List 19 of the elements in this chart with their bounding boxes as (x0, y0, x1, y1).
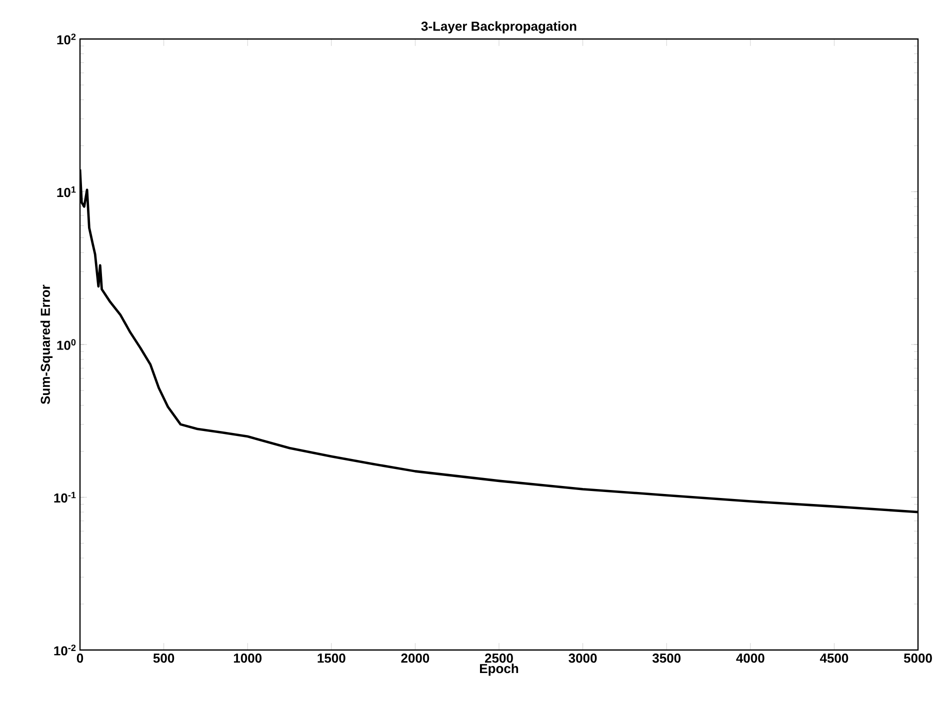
y-tick-label: 10$^{-2}$ (54, 644, 76, 656)
x-tick-label: 4500 (820, 654, 848, 663)
x-tick-label: 4000 (736, 654, 764, 663)
y-axis-title: Sum-Squared Error (40, 284, 53, 404)
chart-title: 3-Layer Backpropagation (421, 21, 576, 34)
y-tick-label: 10$^{1}$ (57, 186, 76, 198)
x-tick-label: 1000 (234, 654, 262, 663)
x-tick-label: 0 (76, 654, 84, 663)
y-tick-label: 10$^{2}$ (57, 34, 76, 44)
x-tick-label: 5000 (904, 654, 932, 663)
x-tick-label: 1500 (318, 654, 346, 663)
x-tick-label: 500 (153, 654, 174, 663)
x-tick-label: 2500 (485, 654, 513, 663)
x-tick-label: 3000 (568, 654, 597, 663)
x-tick-label: 3500 (652, 654, 681, 663)
x-tick-label: 2000 (401, 654, 430, 663)
y-tick-label: 10$^{0}$ (57, 339, 76, 350)
y-tick-label: 10$^{-1}$ (54, 492, 76, 503)
x-axis-title: Epoch (480, 664, 518, 676)
